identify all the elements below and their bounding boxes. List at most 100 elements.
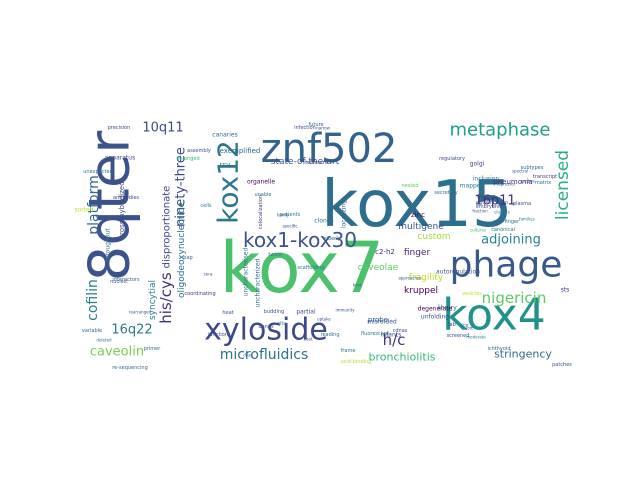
word-bronchiolitis: bronchiolitis — [369, 351, 436, 364]
word-h-c: h/c — [383, 331, 406, 349]
word-sort: sort — [465, 326, 473, 331]
word-primer: primer — [144, 346, 162, 352]
word-state-of-the-art: state-of-the-art — [271, 157, 340, 167]
word-cdnas: cdnas — [393, 328, 408, 334]
word-canaries: canaries — [212, 132, 237, 139]
word-microfluidics: microfluidics — [220, 347, 309, 363]
word-apparatus: apparatus — [105, 155, 135, 162]
word-elderly: elderly — [323, 236, 340, 242]
word-budding: budding — [264, 309, 284, 315]
word-narrow: narrow — [316, 126, 331, 131]
word-unexpected: unexpected — [83, 169, 113, 175]
word-kox7: kox7 — [220, 227, 385, 309]
word-organelle: organelle — [247, 179, 275, 186]
word-junction: junction — [207, 332, 228, 338]
word-frame: frame — [341, 348, 356, 354]
word-finger: finger — [404, 248, 431, 258]
word-matrix: matrix — [535, 180, 551, 186]
word-future: future — [308, 122, 323, 128]
word-heat: heat — [222, 310, 233, 316]
word-kruppel: kruppel — [404, 286, 438, 296]
word-localizing: localizing — [341, 200, 348, 228]
word-cells: cells — [200, 203, 212, 209]
word-families: families — [519, 217, 535, 222]
word-pap: pap — [183, 255, 192, 261]
word-adjoining: adjoining — [481, 233, 541, 248]
word-variable: variable — [82, 328, 102, 334]
word-regulatory: regulatory — [439, 156, 465, 162]
word-immunity: immunity — [335, 308, 355, 313]
word-probes: probes — [521, 179, 535, 184]
word-family: family — [277, 213, 290, 218]
word-caveolin: caveolin — [90, 345, 144, 360]
word-rsv: rsv — [220, 161, 231, 169]
word-c2-h2: c2-h2 — [375, 248, 395, 256]
word-mapped: mapped — [460, 183, 485, 190]
word-kox1-kox30: kox1-kox30 — [243, 228, 357, 252]
word-drug: drug — [243, 353, 253, 358]
word-re-sequencing: re-sequencing — [112, 365, 148, 371]
word-nucleic: nucleic — [110, 279, 128, 285]
word-misfolded: misfolded — [367, 319, 397, 326]
word-10q11: 10q11 — [142, 121, 183, 136]
word-colocalization: colocalization — [258, 195, 264, 229]
word-nigericin: nigericin — [482, 289, 547, 307]
word-precision: precision — [108, 125, 131, 131]
word-throughput: throughput — [105, 228, 112, 262]
word-licensed: licensed — [553, 150, 573, 220]
word-patches: patches — [552, 362, 572, 368]
word-plasma: plasma — [513, 201, 531, 207]
word-disproportionate: disproportionate — [162, 186, 173, 269]
word-ninety-three: ninety-three — [174, 147, 189, 227]
word-autoregulation: autoregulation — [436, 269, 480, 276]
word-degenerate: degenerate — [418, 306, 453, 313]
word-unfolding: unfolding — [421, 314, 449, 321]
word-spectral: spectral — [512, 169, 528, 174]
word-reading: reading — [321, 332, 340, 338]
word-uptake: uptake — [317, 317, 331, 322]
word-partial: partial — [296, 309, 316, 316]
word-inclusion: inclusion — [473, 176, 500, 183]
word-vesicles: vesicles — [462, 291, 482, 297]
word-secretory: secretory — [434, 190, 458, 196]
word-kox12: kox12 — [212, 140, 245, 224]
word-cross-hybridized: cross-hybridized — [118, 181, 126, 238]
word-caveolae: caveolae — [358, 263, 399, 273]
word-repressor: repressor — [497, 182, 516, 187]
word-cultures: cultures — [470, 228, 486, 233]
word-his-cys: his/cys — [157, 272, 175, 324]
word-metaphase: metaphase — [449, 120, 550, 141]
word-twice: twice — [268, 252, 281, 258]
word-sorted: sorted — [74, 207, 93, 214]
word-fraction: fraction — [472, 209, 488, 214]
word-xyloside: xyloside — [204, 313, 328, 348]
word-clones: clones — [314, 218, 333, 225]
word-custom: custom — [417, 232, 450, 242]
word-multigene: multigene — [398, 222, 444, 232]
word-sera: sera — [204, 272, 213, 277]
word-approaches: approaches — [398, 276, 421, 281]
word-probe: probe — [368, 316, 388, 324]
word-syncytial: syncytial — [148, 280, 158, 320]
word-regions: regions — [477, 194, 496, 200]
word-uncharacterized: uncharacterized — [255, 258, 262, 307]
word-situ: situ — [277, 321, 286, 327]
word-kox4: kox4 — [442, 290, 546, 341]
word-patients: patients — [280, 212, 301, 218]
word-acid-binding: acid-binding — [341, 359, 372, 365]
word-library: library — [437, 305, 457, 312]
word-golgi: golgi — [470, 161, 485, 168]
word-screened: screened — [447, 333, 470, 339]
word-embryonic: embryonic — [476, 204, 503, 210]
word-bands: bands — [258, 324, 274, 330]
word-amplification: amplification — [476, 200, 508, 206]
word-scaffolding: scaffolding — [297, 265, 324, 271]
word-host: host — [353, 283, 362, 288]
word-coat: coat — [304, 337, 313, 342]
word-infection: infection — [294, 125, 316, 131]
word-assembly: assembly — [187, 148, 211, 154]
word-oligodeoxynucleotide: oligodeoxynucleotide — [177, 202, 187, 299]
word-fluorescent: fluorescent — [361, 331, 389, 337]
word-8qter: 8qter — [78, 130, 143, 282]
